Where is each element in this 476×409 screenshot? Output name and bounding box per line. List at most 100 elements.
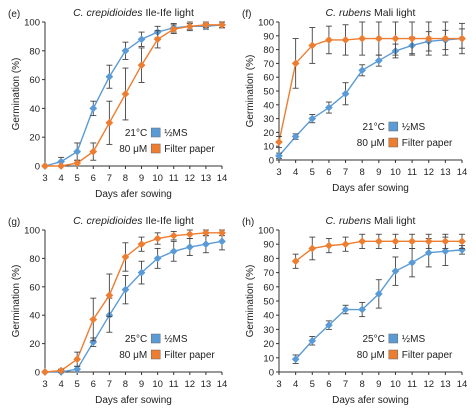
x-tick-label: 14 bbox=[217, 379, 228, 390]
data-point bbox=[308, 41, 317, 50]
x-tick-label: 11 bbox=[169, 173, 179, 184]
x-tick-label: 13 bbox=[201, 379, 212, 390]
data-point bbox=[153, 234, 162, 243]
data-point bbox=[424, 248, 433, 257]
temperature-label: 21°C bbox=[362, 122, 384, 133]
data-point bbox=[358, 305, 367, 314]
data-point bbox=[153, 254, 162, 263]
y-tick-label: 40 bbox=[29, 104, 40, 115]
data-point bbox=[308, 336, 317, 345]
data-point bbox=[121, 90, 130, 98]
y-tick-label: 0 bbox=[35, 162, 40, 173]
data-point bbox=[201, 228, 210, 237]
panel-letter: (e) bbox=[8, 9, 20, 20]
data-point bbox=[374, 34, 383, 43]
panel-letter: (h) bbox=[242, 217, 254, 228]
y-tick-label: 60 bbox=[263, 73, 274, 84]
panel-title-location: Mali light bbox=[371, 7, 415, 19]
data-point bbox=[441, 237, 450, 246]
x-tick-label: 4 bbox=[293, 379, 298, 390]
data-point bbox=[458, 34, 466, 43]
x-tick-label: 9 bbox=[376, 379, 381, 390]
data-point bbox=[408, 258, 417, 267]
data-point bbox=[201, 240, 210, 249]
temperature-label: 25°C bbox=[362, 334, 384, 345]
x-tick-label: 7 bbox=[343, 167, 348, 178]
data-point bbox=[324, 321, 333, 330]
y-tick-label: 100 bbox=[258, 18, 274, 29]
data-point bbox=[137, 268, 146, 277]
temperature-label: 25°C bbox=[125, 334, 147, 345]
data-point bbox=[218, 237, 226, 246]
x-tick-label: 3 bbox=[42, 173, 47, 184]
x-tick-label: 5 bbox=[75, 379, 80, 390]
y-tick-label: 0 bbox=[269, 156, 274, 167]
x-tick-label: 14 bbox=[457, 167, 468, 178]
legend-entry: ½MS bbox=[164, 128, 188, 139]
data-point bbox=[424, 237, 433, 246]
x-tick-label: 7 bbox=[107, 173, 112, 184]
data-point bbox=[391, 267, 400, 276]
panel-title: C. crepidioides Ile-Ife light bbox=[73, 215, 194, 227]
data-point bbox=[275, 138, 283, 147]
x-tick-label: 10 bbox=[152, 379, 163, 390]
y-axis-title: Germination (%) bbox=[11, 58, 22, 131]
data-point bbox=[153, 35, 162, 44]
panel-title-location: Mali light bbox=[371, 215, 415, 227]
data-point bbox=[57, 162, 66, 170]
y-tick-label: 60 bbox=[263, 282, 274, 293]
data-point bbox=[89, 147, 98, 156]
data-point bbox=[73, 355, 82, 364]
data-point bbox=[441, 34, 450, 43]
series-filter-paper bbox=[291, 233, 466, 269]
concentration-label: 80 μM bbox=[357, 138, 385, 149]
y-tick-label: 20 bbox=[263, 128, 274, 139]
x-tick-label: 6 bbox=[326, 167, 331, 178]
data-point bbox=[105, 291, 114, 300]
y-tick-label: 90 bbox=[263, 240, 274, 251]
legend-entry: ½MS bbox=[402, 122, 426, 133]
y-tick-label: 100 bbox=[24, 18, 40, 29]
data-point bbox=[185, 22, 194, 31]
data-point bbox=[169, 231, 178, 240]
y-tick-label: 80 bbox=[29, 254, 40, 265]
y-tick-label: 70 bbox=[263, 268, 274, 279]
data-point bbox=[201, 20, 210, 29]
x-tick-label: 7 bbox=[107, 379, 112, 390]
data-point bbox=[137, 35, 146, 44]
data-point bbox=[105, 118, 114, 127]
legend-swatch bbox=[388, 349, 399, 360]
x-tick-label: 10 bbox=[390, 167, 401, 178]
series-filter-paper bbox=[275, 21, 466, 149]
chart-panel-h: (h) C. rubens Mali light 0 10 20 30 40 50 60 70 80… bbox=[242, 215, 467, 406]
legend-swatch bbox=[150, 333, 161, 344]
data-point bbox=[308, 114, 317, 123]
y-tick-label: 40 bbox=[263, 100, 274, 111]
data-point bbox=[41, 368, 49, 376]
legend-entry: ½MS bbox=[402, 334, 426, 345]
panel-title-species: C. crepidioides bbox=[73, 215, 143, 227]
x-tick-label: 4 bbox=[293, 167, 298, 178]
x-tick-label: 12 bbox=[423, 379, 434, 390]
legend-entry: Filter paper bbox=[402, 138, 453, 149]
x-tick-label: 5 bbox=[75, 173, 80, 184]
panel-title-species: C. crepidioides bbox=[73, 7, 143, 19]
data-point bbox=[324, 241, 333, 250]
data-point bbox=[73, 365, 82, 374]
concentration-label: 80 μM bbox=[119, 144, 147, 155]
y-axis-title: Germination (%) bbox=[245, 55, 256, 128]
x-tick-label: 12 bbox=[423, 167, 434, 178]
x-tick-label: 11 bbox=[407, 379, 417, 390]
data-point bbox=[308, 244, 317, 253]
data-point bbox=[341, 240, 350, 249]
panel-title-species: C. rubens bbox=[326, 215, 372, 227]
data-point bbox=[89, 104, 98, 113]
x-axis-title: Days afer sowing bbox=[332, 183, 409, 194]
y-tick-label: 60 bbox=[29, 75, 40, 86]
x-tick-label: 3 bbox=[276, 379, 281, 390]
data-point bbox=[169, 25, 178, 34]
x-tick-label: 6 bbox=[91, 173, 96, 184]
x-tick-label: 8 bbox=[360, 379, 365, 390]
data-point bbox=[291, 132, 300, 141]
legend-entry: Filter paper bbox=[164, 350, 215, 361]
